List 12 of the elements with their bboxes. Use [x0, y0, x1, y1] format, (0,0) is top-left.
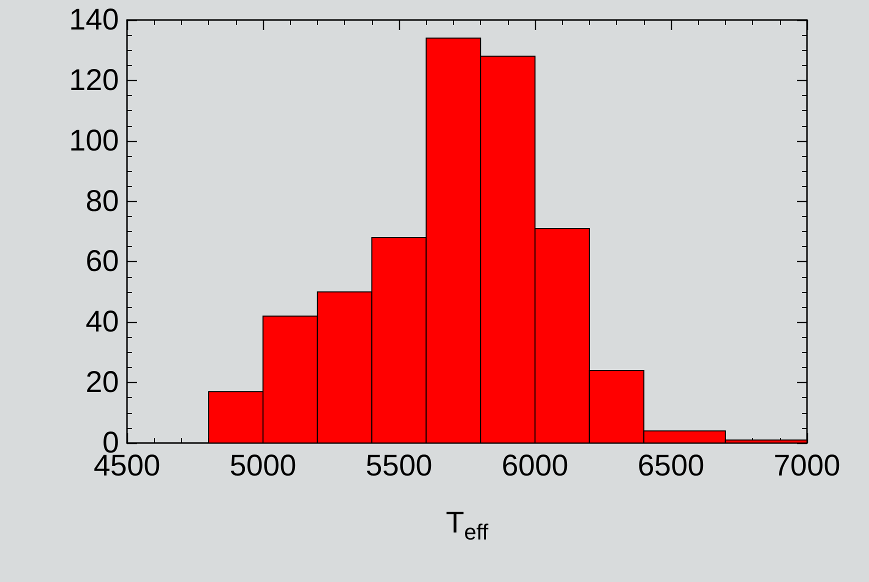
y-tick-label: 60 — [86, 245, 119, 278]
x-tick-label: 6000 — [502, 450, 568, 482]
y-tick-label: 120 — [68, 64, 119, 97]
x-tick-label: 7000 — [774, 450, 840, 482]
y-tick-label: 20 — [86, 366, 119, 400]
y-tick-label: 100 — [68, 124, 119, 158]
y-tick-label: 140 — [68, 4, 119, 36]
x-tick-label: 5500 — [366, 450, 432, 482]
y-tick-label: 40 — [86, 306, 119, 339]
x-tick-label: 6500 — [638, 450, 704, 482]
y-tick-label: 80 — [86, 184, 119, 218]
x-tick-label: 5000 — [230, 450, 296, 482]
